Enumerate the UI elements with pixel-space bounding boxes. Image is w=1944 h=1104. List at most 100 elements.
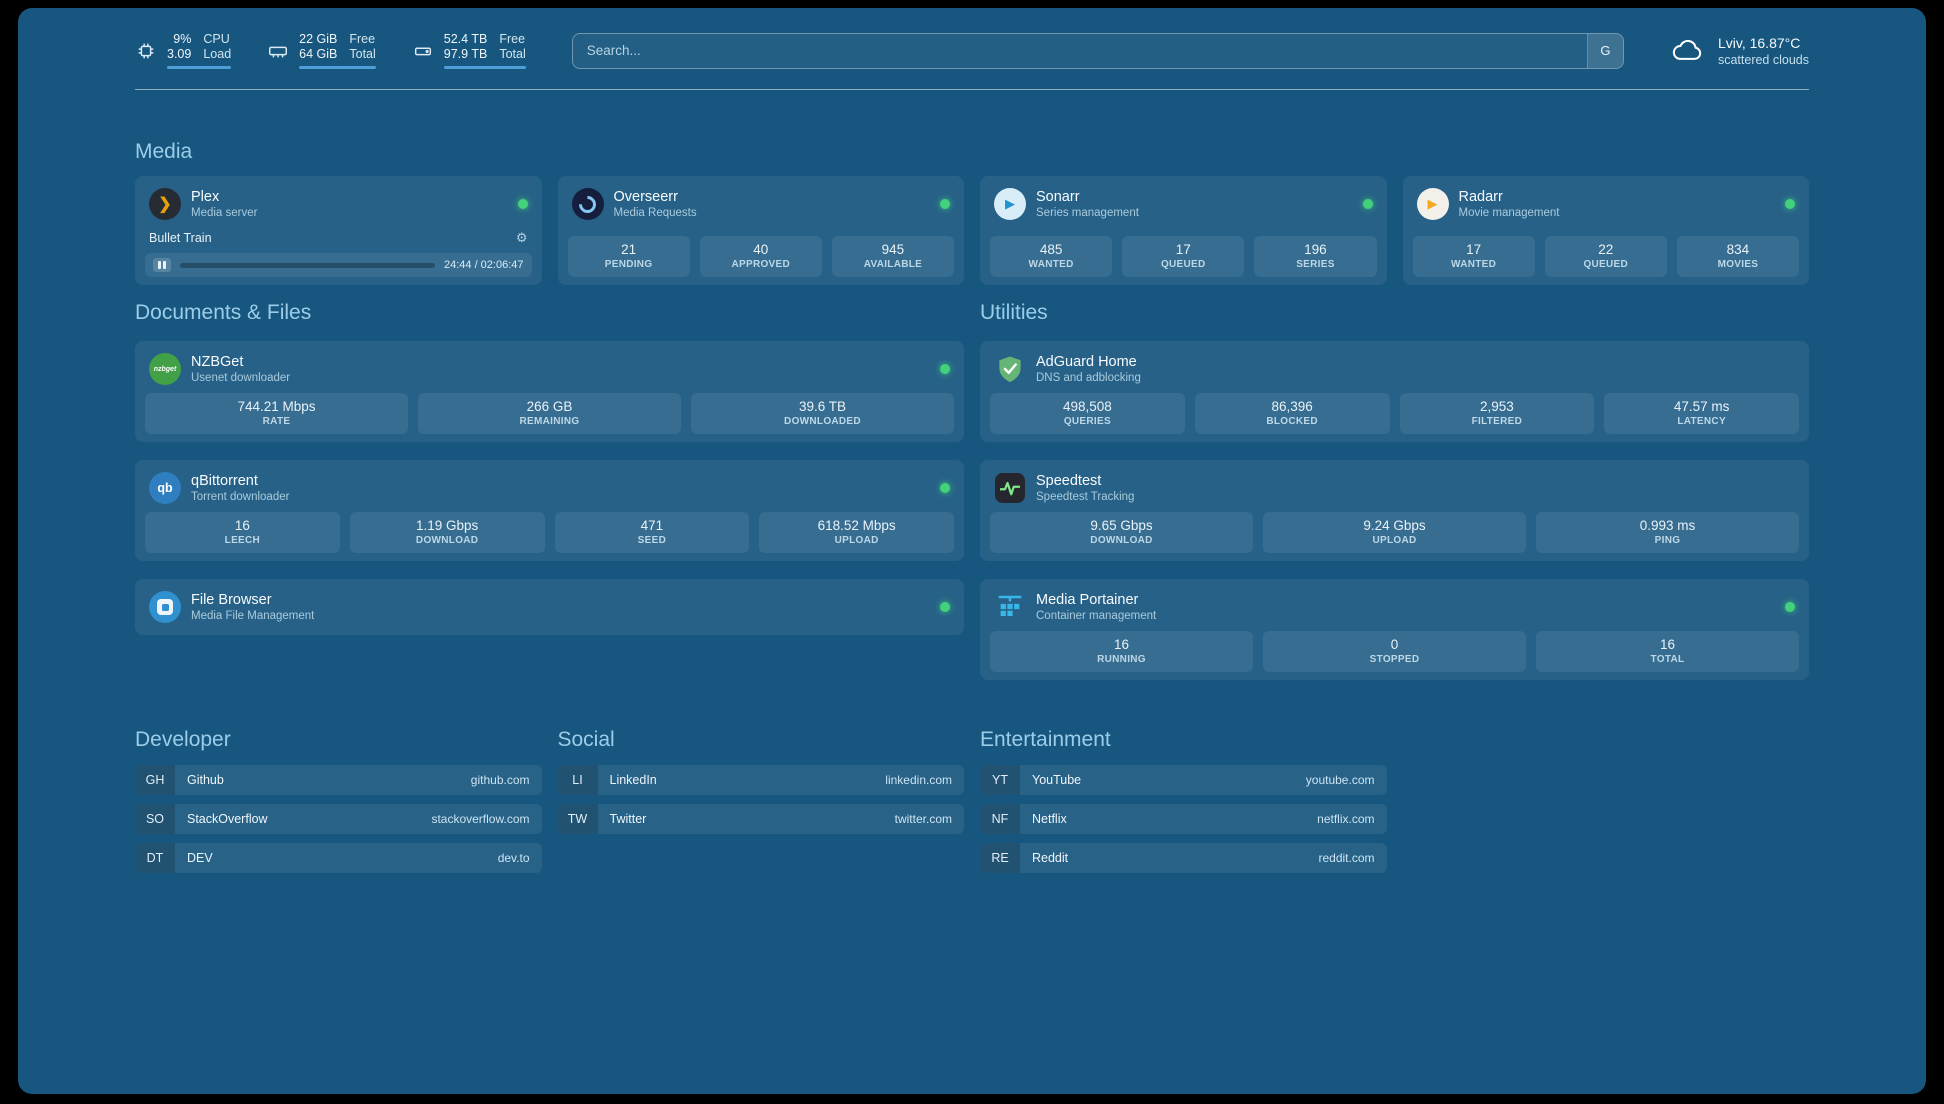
stat-filtered: 2,953 FILTERED: [1399, 393, 1595, 434]
disk-total: 97.9 TB: [443, 47, 488, 61]
status-dot: [940, 199, 950, 209]
now-playing-title: Bullet Train: [149, 231, 212, 245]
overseerr-card[interactable]: Overseerr Media Requests 21 PENDING 40 A…: [557, 176, 964, 285]
cpu-label-top: CPU: [203, 32, 230, 46]
memory-icon: [269, 46, 288, 57]
bookmark-github[interactable]: GH Github github.com: [135, 765, 542, 795]
documents-section: Documents & Files nzbget NZBGet Usenet d…: [135, 301, 964, 635]
bookmark-abbr: RE: [980, 843, 1020, 873]
disk-label-bottom: Total: [499, 47, 526, 61]
disk-free: 52.4 TB: [443, 32, 488, 46]
portainer-card[interactable]: Media Portainer Container management 16 …: [980, 579, 1809, 680]
bookmark-twitter[interactable]: TW Twitter twitter.com: [557, 804, 964, 834]
service-name: Plex: [191, 189, 220, 205]
bookmark-stackoverflow[interactable]: SO StackOverflow stackoverflow.com: [135, 804, 542, 834]
adguard-card[interactable]: AdGuard Home DNS and adblocking 498,508 …: [980, 341, 1809, 442]
media-section: Media ❯ Plex Media server Bullet Train: [135, 140, 1809, 285]
status-dot: [1785, 199, 1795, 209]
cpu-widget: 9% 3.09 CPU Load: [135, 32, 232, 69]
cpu-usage-bar: [167, 66, 232, 69]
bookmarks-entertainment: Entertainment YT YouTube youtube.com NF …: [980, 728, 1387, 873]
developer-section-title: Developer: [135, 728, 231, 751]
bookmark-reddit[interactable]: RE Reddit reddit.com: [980, 843, 1387, 873]
stat-download: 9.65 Gbps DOWNLOAD: [990, 512, 1253, 553]
status-dot: [940, 483, 950, 493]
gear-icon[interactable]: ⚙: [515, 230, 528, 245]
qbittorrent-card[interactable]: qb qBittorrent Torrent downloader 16 LEE…: [135, 460, 964, 561]
service-subtitle: Speedtest Tracking: [1036, 491, 1135, 503]
stat-remaining: 266 GB REMAINING: [418, 393, 681, 434]
overseerr-icon: [571, 188, 604, 220]
service-name: Overseerr: [613, 189, 678, 205]
bookmark-youtube[interactable]: YT YouTube youtube.com: [980, 765, 1387, 795]
bookmark-name: Netflix: [1032, 812, 1067, 826]
radarr-card[interactable]: ▶ Radarr Movie management 17 WANTED: [1402, 176, 1809, 285]
plex-card[interactable]: ❯ Plex Media server Bullet Train ⚙: [135, 176, 542, 285]
search-provider-button[interactable]: G: [1586, 33, 1623, 68]
bookmark-url: github.com: [470, 773, 530, 787]
search-input[interactable]: [572, 43, 1587, 58]
service-subtitle: Container management: [1036, 610, 1157, 622]
cpu-percent: 9%: [173, 32, 192, 46]
dashboard-page: 9% 3.09 CPU Load: [18, 8, 1926, 1094]
service-subtitle: Movie management: [1458, 207, 1560, 219]
stat-queued: 22 QUEUED: [1544, 236, 1667, 277]
memory-free: 22 GiB: [299, 32, 338, 46]
memory-label-top: Free: [349, 32, 376, 46]
bookmark-abbr: SO: [135, 804, 175, 834]
status-dot: [517, 199, 528, 209]
nzbget-card[interactable]: nzbget NZBGet Usenet downloader 744.21 M…: [135, 341, 964, 442]
search-bar: G: [571, 32, 1624, 69]
playback-progress-bar: [179, 262, 435, 268]
bookmark-name: DEV: [187, 851, 213, 865]
disk-usage-bar: [443, 66, 526, 69]
stat-upload: 618.52 Mbps UPLOAD: [759, 512, 954, 553]
weather-condition: scattered clouds: [1717, 52, 1809, 67]
filebrowser-card[interactable]: File Browser Media File Management: [135, 579, 964, 635]
stat-pending: 21 PENDING: [567, 236, 690, 277]
stat-total: 16 TOTAL: [1536, 631, 1799, 672]
bookmark-url: netflix.com: [1317, 812, 1375, 826]
bookmark-abbr: TW: [557, 804, 598, 834]
bookmark-netflix[interactable]: NF Netflix netflix.com: [980, 804, 1387, 834]
bookmark-url: linkedin.com: [885, 773, 952, 787]
stat-blocked: 86,396 BLOCKED: [1194, 393, 1390, 434]
stat-queued: 17 QUEUED: [1122, 236, 1245, 277]
stat-queries: 498,508 QUERIES: [990, 393, 1185, 434]
top-bar: 9% 3.09 CPU Load: [135, 8, 1809, 69]
bookmark-url: twitter.com: [894, 812, 952, 826]
bookmark-name: Github: [187, 773, 224, 787]
cpu-load: 3.09: [167, 47, 192, 61]
stat-available: 945 AVAILABLE: [831, 236, 955, 277]
cloud-icon: [1672, 39, 1702, 60]
disk-icon: [414, 47, 431, 55]
speedtest-card[interactable]: Speedtest Speedtest Tracking 9.65 Gbps D…: [980, 460, 1809, 561]
bookmark-name: YouTube: [1032, 773, 1082, 787]
utilities-section-title: Utilities: [980, 301, 1048, 324]
bookmark-dev[interactable]: DT DEV dev.to: [135, 843, 542, 873]
playback-time: 24:44 / 02:06:47: [443, 259, 524, 271]
bookmark-linkedin[interactable]: LI LinkedIn linkedin.com: [557, 765, 964, 795]
status-dot: [940, 602, 950, 612]
entertainment-section-title: Entertainment: [980, 728, 1111, 751]
memory-total: 64 GiB: [299, 47, 338, 61]
nzbget-icon: nzbget: [149, 353, 181, 385]
memory-usage-bar: [299, 66, 376, 69]
weather-widget: Lviv, 16.87°C scattered clouds: [1670, 35, 1809, 67]
radarr-icon: ▶: [1416, 188, 1449, 220]
service-subtitle: Media server: [191, 207, 258, 219]
filebrowser-icon: [149, 591, 181, 623]
sonarr-card[interactable]: ▶ Sonarr Series management 485 WANTED: [980, 176, 1387, 285]
bookmark-abbr: YT: [980, 765, 1020, 795]
bookmark-abbr: DT: [135, 843, 175, 873]
bookmark-name: Twitter: [609, 812, 647, 826]
stat-seed: 471 SEED: [554, 512, 750, 553]
social-section-title: Social: [557, 728, 615, 751]
header-divider: [135, 89, 1809, 90]
cpu-icon: [138, 43, 154, 58]
bookmark-url: stackoverflow.com: [431, 812, 530, 826]
stat-running: 16 RUNNING: [990, 631, 1253, 672]
media-section-title: Media: [135, 140, 193, 163]
bookmark-abbr: GH: [135, 765, 175, 795]
pause-icon[interactable]: [153, 258, 171, 272]
